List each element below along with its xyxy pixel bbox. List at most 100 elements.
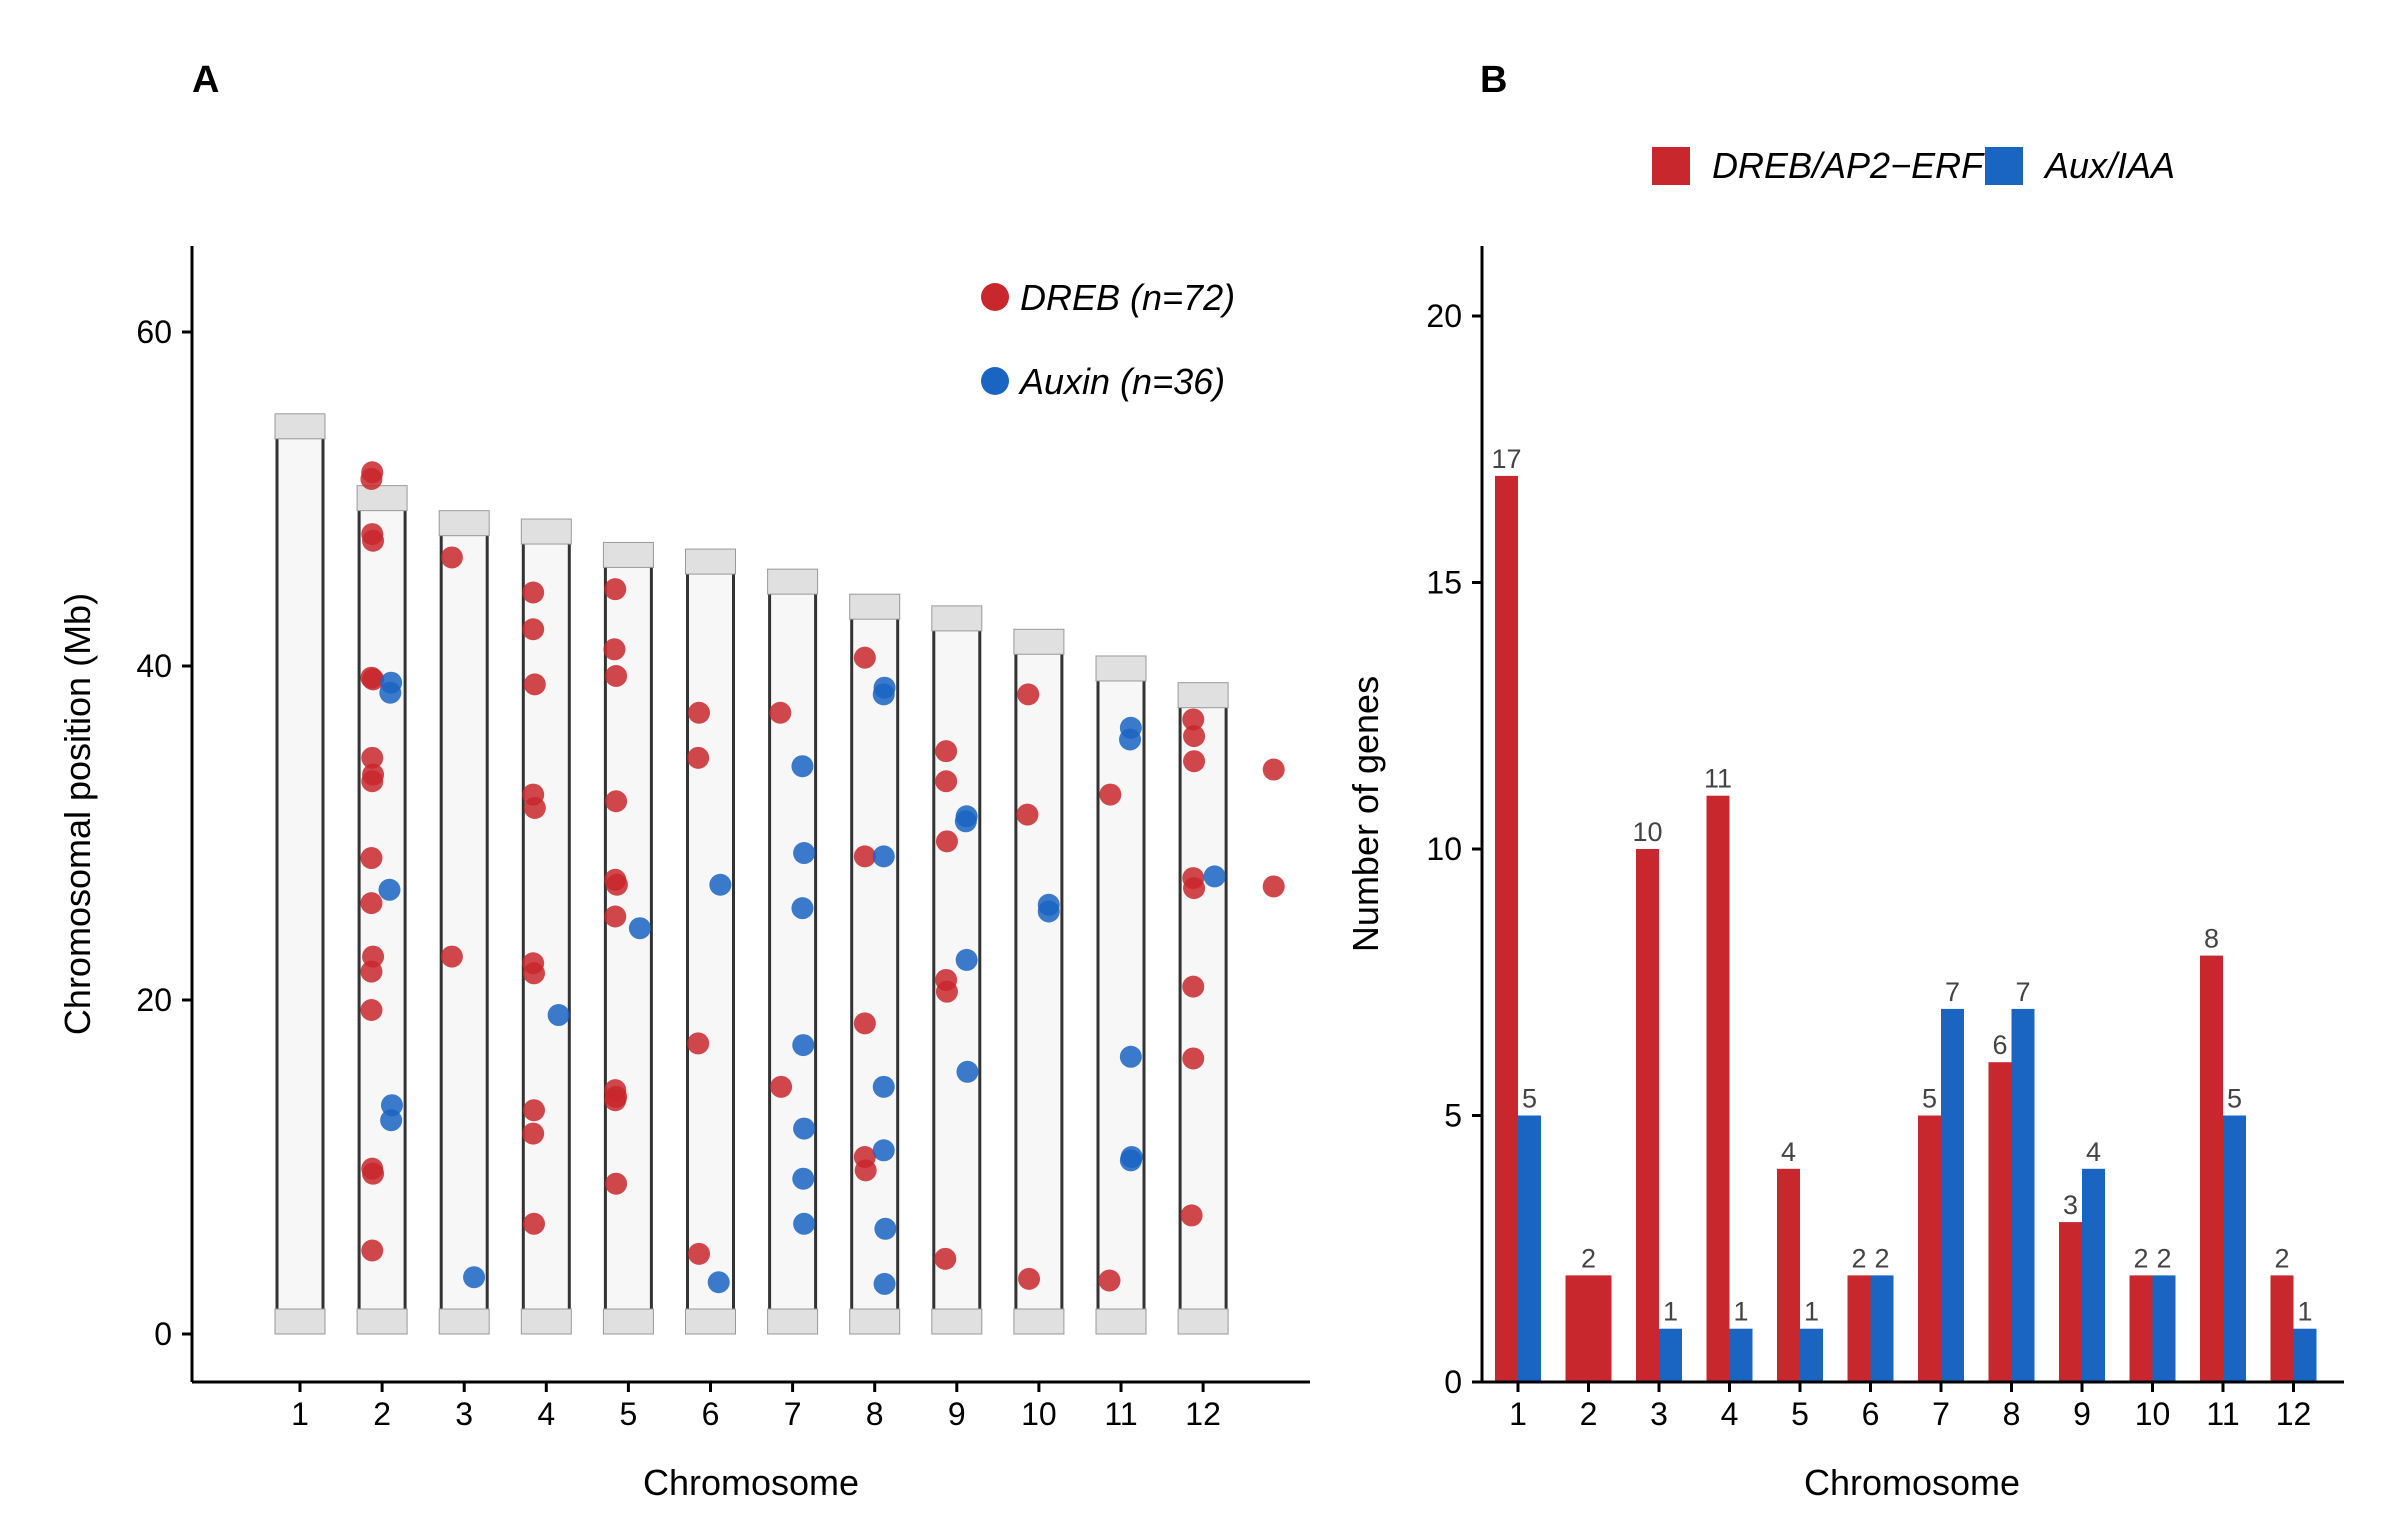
aux-bar-chr-6 — [1870, 1275, 1894, 1382]
panel-a-legend: DREB (n=72) Auxin (n=36) — [981, 277, 1235, 402]
aux-bar-chr-12 — [2293, 1328, 2317, 1382]
aux-gene-point — [792, 1167, 815, 1190]
dreb-gene-point — [1016, 803, 1039, 826]
panel-b-legend: DREB/AP2−ERF Aux/IAA — [1652, 145, 2175, 186]
chromosome-body — [933, 605, 980, 1334]
dreb-bar-chr-10 — [2129, 1275, 2153, 1382]
x-tick-label: 5 — [1791, 1396, 1809, 1432]
aux-bar-chr-4 — [1729, 1328, 1753, 1382]
chromosome-11 — [1095, 655, 1147, 1335]
dreb-gene-point — [1018, 1267, 1041, 1290]
y-tick-label: 60 — [136, 314, 172, 350]
chromosome-10 — [1013, 628, 1065, 1335]
dreb-bar-chr-1 — [1495, 475, 1518, 1382]
aux-bar-label: 7 — [1945, 977, 1960, 1007]
dreb-bar-chr-3 — [1636, 849, 1659, 1382]
aux-bar-chr-9 — [2082, 1168, 2105, 1382]
dreb-gene-point — [935, 770, 958, 793]
chromosome-9 — [931, 605, 983, 1335]
aux-gene-point — [793, 1117, 816, 1140]
chromosome-cap-bottom — [274, 1308, 326, 1335]
dreb-gene-point — [687, 1032, 710, 1055]
dreb-gene-point — [935, 980, 958, 1003]
dreb-gene-point — [522, 581, 545, 604]
x-tick-label: 10 — [2135, 1396, 2171, 1432]
dreb-gene-point — [770, 1075, 793, 1098]
x-tick-label: 2 — [1580, 1396, 1598, 1432]
dreb-gene-point — [604, 578, 627, 601]
chromosome-body — [687, 549, 734, 1334]
aux-gene-point — [872, 1139, 895, 1162]
chromosome-cap-top — [1013, 628, 1065, 655]
aux-gene-point — [709, 873, 732, 896]
aux-bar-chr-10 — [2152, 1275, 2176, 1382]
aux-gene-point — [628, 917, 651, 940]
aux-gene-point — [872, 683, 895, 706]
dreb-gene-point — [688, 701, 711, 724]
aux-gene-point — [379, 681, 402, 704]
dreb-legend-label: DREB/AP2−ERF — [1712, 145, 1985, 186]
dreb-bar-label: 3 — [2063, 1190, 2078, 1220]
y-tick-label: 0 — [154, 1316, 172, 1352]
panel-a-y-axis-title: Chromosomal position (Mb) — [57, 593, 98, 1035]
dreb-bar-chr-11 — [2200, 955, 2223, 1382]
dreb-gene-point — [361, 1239, 384, 1262]
dreb-bar-label: 5 — [1922, 1084, 1937, 1114]
dreb-gene-point — [523, 796, 546, 819]
chromosome-cap-top — [602, 541, 654, 568]
chromosome-cap-top — [438, 510, 490, 537]
aux-bar-chr-5 — [1800, 1328, 1823, 1382]
panel-a-axes — [190, 246, 1310, 1384]
chromosome-cap-bottom — [1013, 1308, 1065, 1335]
dreb-gene-point — [361, 770, 384, 793]
aux-gene-point — [707, 1271, 730, 1294]
aux-bar-chr-7 — [1941, 1008, 1964, 1382]
x-tick-label: 7 — [1932, 1396, 1950, 1432]
chromosome-body — [1098, 655, 1144, 1334]
dreb-gene-point — [440, 546, 463, 569]
dreb-bar-chr-12 — [2270, 1275, 2294, 1382]
aux-gene-point — [463, 1266, 486, 1289]
dreb-legend-key — [981, 283, 1009, 311]
dreb-gene-point — [1262, 875, 1285, 898]
aux-gene-point — [956, 1060, 979, 1083]
dreb-gene-point — [360, 467, 383, 490]
chromosome-cap-top — [685, 548, 736, 575]
dreb-gene-point — [522, 618, 545, 641]
dreb-gene-point — [769, 701, 792, 724]
panel-b-bars — [1495, 475, 2317, 1382]
x-tick-label: 6 — [702, 1396, 720, 1432]
dreb-gene-point — [522, 1099, 545, 1122]
aux-gene-point — [791, 755, 814, 778]
dreb-legend-label: DREB (n=72) — [1020, 277, 1235, 318]
chromosome-3 — [438, 510, 490, 1335]
dreb-bar-chr-2 — [1565, 1275, 1612, 1382]
panel-b-y-axis-title: Number of genes — [1345, 676, 1386, 952]
x-tick-label: 5 — [620, 1396, 638, 1432]
dreb-gene-point — [687, 746, 710, 769]
dreb-gene-point — [440, 945, 463, 968]
dreb-gene-point — [1182, 1047, 1205, 1070]
aux-bar-label: 2 — [2156, 1243, 2171, 1273]
x-tick-label: 4 — [1721, 1396, 1739, 1432]
chromosome-cap-bottom — [356, 1308, 408, 1335]
panel-a-x-ticks: 1 2 3 4 5 6 7 8 9 10 11 12 — [291, 1382, 1221, 1432]
dreb-gene-point — [523, 673, 546, 696]
chromosome-cap-top — [767, 568, 819, 595]
x-tick-label: 9 — [2073, 1396, 2091, 1432]
chromosome-cap-bottom — [520, 1308, 572, 1335]
chromosome-body — [1015, 629, 1062, 1334]
x-tick-label: 8 — [2003, 1396, 2021, 1432]
chromosome-body — [1180, 682, 1227, 1334]
dreb-bar-label: 2 — [1851, 1243, 1866, 1273]
chromosome-cap-top — [849, 593, 901, 620]
dreb-gene-point — [360, 960, 383, 983]
aux-gene-point — [1119, 1149, 1142, 1172]
panel-b-y-ticks: 0 5 10 15 20 — [1426, 298, 1482, 1400]
dreb-gene-point — [688, 1242, 711, 1265]
dreb-gene-point — [605, 873, 628, 896]
dreb-gene-point — [1182, 708, 1205, 731]
dreb-gene-point — [934, 1247, 957, 1270]
